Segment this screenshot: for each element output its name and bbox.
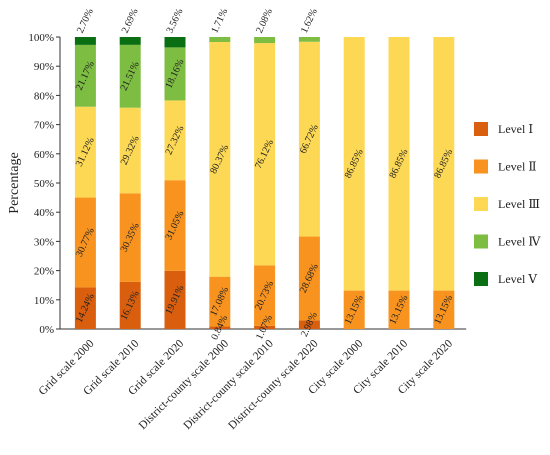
y-tick-label: 90%: [34, 61, 54, 73]
bar-segment: [254, 265, 276, 326]
bar-segment: [433, 37, 455, 291]
legend-label: Level Ⅴ: [498, 272, 537, 286]
bar-segment: [298, 37, 320, 42]
bar-segment: [209, 37, 231, 42]
top-label: 1.71%: [209, 7, 230, 35]
bar-segment: [119, 193, 141, 282]
y-tick-label: 60%: [34, 149, 54, 161]
bar-segment: [164, 37, 186, 48]
bar-segment: [254, 43, 276, 266]
bar-segment: [298, 320, 320, 329]
bar-segment: [343, 37, 365, 291]
y-tick-label: 10%: [34, 295, 54, 307]
bar-segment: [209, 41, 231, 277]
bars: [74, 37, 455, 329]
legend: Level Ⅰ Level Ⅱ Level Ⅲ Level Ⅳ Level Ⅴ: [474, 122, 541, 286]
bar-segment: [164, 180, 186, 271]
bar-segment: [74, 44, 96, 107]
legend-swatch: [474, 197, 488, 211]
bar-segment: [119, 281, 141, 329]
legend-label: Level Ⅱ: [498, 160, 536, 174]
bar-segment: [433, 290, 455, 329]
top-label: 2.70%: [75, 7, 96, 35]
bar-segment: [254, 37, 276, 44]
y-tick-label: 30%: [34, 236, 54, 248]
y-tick-label: 40%: [34, 207, 54, 219]
category-label: District-county scale 2010: [182, 338, 276, 432]
y-tick-label: 80%: [34, 90, 54, 102]
top-label: 2.69%: [120, 7, 141, 35]
bar-segment: [209, 276, 231, 327]
top-label: 3.56%: [165, 7, 186, 35]
legend-label: Level Ⅳ: [498, 235, 541, 249]
bar-segment: [298, 41, 320, 237]
top-label: 1.62%: [299, 7, 320, 35]
bar-segment: [254, 325, 276, 329]
bar-segment: [343, 290, 365, 329]
bar-segment: [74, 197, 96, 288]
y-tick-label: 50%: [34, 178, 54, 190]
legend-label: Level Ⅲ: [498, 197, 540, 211]
y-tick-label: 100%: [28, 32, 54, 44]
bar-segment: [164, 100, 186, 181]
category-label: District-county scale 2000: [137, 338, 231, 432]
bar-segment: [298, 236, 320, 321]
legend-swatch: [474, 159, 488, 174]
legend-swatch: [474, 122, 488, 136]
bar-segment: [164, 270, 186, 329]
y-tick-label: 0%: [39, 324, 54, 336]
category-label: District-county scale 2020: [226, 338, 320, 432]
legend-label: Level Ⅰ: [498, 122, 533, 136]
legend-swatch: [474, 234, 488, 249]
bar-segment: [388, 37, 410, 291]
legend-swatch: [474, 272, 488, 286]
bar-segment: [119, 37, 141, 45]
bar-segment: [119, 107, 141, 194]
bar-segment: [74, 37, 96, 45]
y-tick-label: 70%: [34, 120, 54, 132]
y-axis-title: Percentage: [7, 152, 22, 213]
axes: 0% 10% 20% 30% 40% 50% 60% 70% 80% 90% 100%: [28, 32, 467, 336]
bar-segment: [209, 326, 231, 329]
bar-segment: [74, 106, 96, 198]
top-label: 2.08%: [254, 7, 275, 35]
y-tick-label: 20%: [34, 266, 54, 278]
bar-segment: [74, 287, 96, 329]
bar-segment: [388, 290, 410, 329]
top-labels: 2.70% 2.69% 3.56% 1.71% 2.08% 1.62%: [75, 7, 320, 35]
bar-segment: [164, 47, 186, 101]
bar-segment: [119, 44, 141, 108]
